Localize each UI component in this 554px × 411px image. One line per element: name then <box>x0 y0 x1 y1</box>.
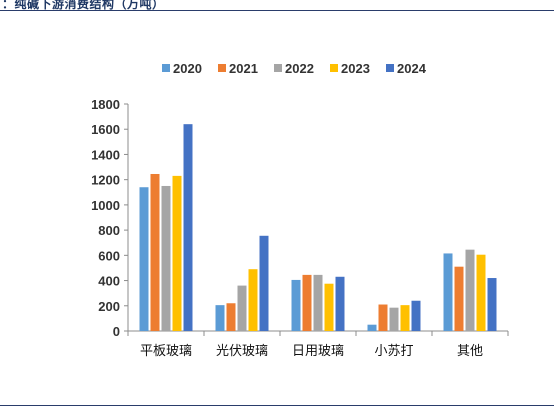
bar-2023-3 <box>400 305 410 331</box>
legend-label-2021: 2021 <box>229 61 258 76</box>
bar-2024-0 <box>183 124 193 331</box>
x-category-label: 平板玻璃 <box>140 344 192 359</box>
legend-swatch-2023 <box>330 64 338 72</box>
bar-2024-3 <box>411 300 421 331</box>
bar-2022-4 <box>465 249 475 331</box>
bar-2020-1 <box>215 305 225 331</box>
bar-2022-3 <box>389 307 399 331</box>
y-tick-label: 1600 <box>91 122 120 137</box>
bar-2024-4 <box>487 278 497 331</box>
bar-2020-2 <box>291 279 301 331</box>
bar-2020-0 <box>139 187 149 331</box>
y-tick-label: 600 <box>98 248 120 263</box>
y-tick-label: 400 <box>98 274 120 289</box>
bottom-divider <box>0 405 554 406</box>
x-category-label: 光伏玻璃 <box>216 344 268 359</box>
bar-2021-2 <box>302 274 312 331</box>
bar-2021-4 <box>454 266 464 331</box>
y-tick-label: 1400 <box>91 147 120 162</box>
legend-swatch-2022 <box>274 64 282 72</box>
figure-caption: ：纯碱下游消费结构（万吨） <box>2 0 165 11</box>
y-tick-label: 1200 <box>91 173 120 188</box>
y-tick-label: 800 <box>98 223 120 238</box>
legend-label-2020: 2020 <box>173 61 202 76</box>
bar-2021-0 <box>150 173 160 331</box>
bar-2020-3 <box>367 324 377 331</box>
bar-2023-0 <box>172 175 182 331</box>
bar-2020-4 <box>443 253 453 331</box>
bar-2023-4 <box>476 254 486 331</box>
bar-2021-1 <box>226 303 236 331</box>
x-category-label: 小苏打 <box>374 343 413 359</box>
bar-2022-2 <box>313 274 323 331</box>
top-divider <box>0 10 554 11</box>
legend-swatch-2021 <box>218 64 226 72</box>
y-tick-label: 0 <box>113 324 120 339</box>
bar-2022-1 <box>237 285 247 331</box>
bar-2023-2 <box>324 283 334 331</box>
bar-2022-0 <box>161 185 171 331</box>
y-tick-label: 1800 <box>91 97 120 112</box>
bar-2023-1 <box>248 269 258 331</box>
legend-label-2024: 2024 <box>397 61 427 76</box>
x-category-label: 其他 <box>457 344 483 359</box>
legend-label-2022: 2022 <box>285 61 314 76</box>
y-tick-label: 1000 <box>91 198 120 213</box>
legend-swatch-2020 <box>162 64 170 72</box>
legend-label-2023: 2023 <box>341 61 370 76</box>
x-category-label: 日用玻璃 <box>292 344 344 359</box>
bar-2024-2 <box>335 276 345 331</box>
y-tick-label: 200 <box>98 299 120 314</box>
bar-2024-1 <box>259 235 269 331</box>
legend-swatch-2024 <box>386 64 394 72</box>
bar-2021-3 <box>378 304 388 331</box>
